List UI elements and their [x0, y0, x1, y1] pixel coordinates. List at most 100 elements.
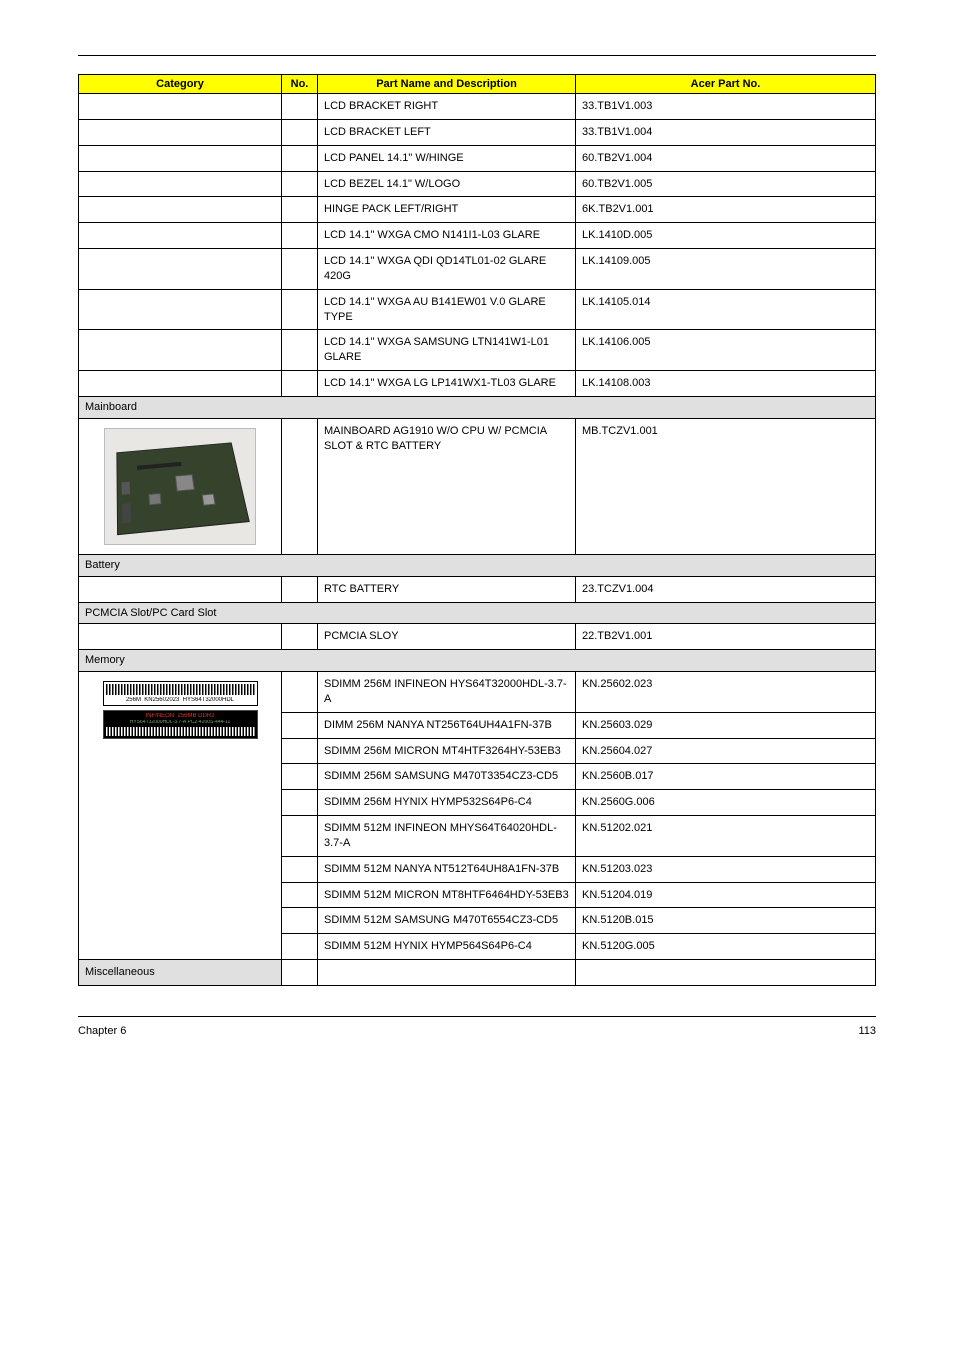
cell-no: [282, 576, 318, 602]
cell-category: [79, 624, 282, 650]
cell-desc: SDIMM 256M HYNIX HYMP532S64P6-C4: [318, 790, 576, 816]
footer-pagenum: 113: [858, 1025, 876, 1037]
cell-part: KN.51204.019: [576, 882, 876, 908]
cell-category: [79, 249, 282, 290]
cell-part: LK.14109.005: [576, 249, 876, 290]
cell-part: 60.TB2V1.005: [576, 171, 876, 197]
cell-category: [79, 197, 282, 223]
memory-image-cell: 256M KN25602023 HYS64T32000HDLINFINEON 2…: [79, 672, 282, 960]
cell-no: [282, 790, 318, 816]
cell-desc: RTC BATTERY: [318, 576, 576, 602]
cell-desc: SDIMM 256M INFINEON HYS64T32000HDL-3.7-A: [318, 672, 576, 713]
table-row: RTC BATTERY23.TCZV1.004: [79, 576, 876, 602]
table-row: MAINBOARD AG1910 W/O CPU W/ PCMCIA SLOT …: [79, 418, 876, 554]
cell-no: [282, 624, 318, 650]
cell-no: [282, 330, 318, 371]
cell-no: [282, 738, 318, 764]
cell-category: [79, 94, 282, 120]
cell-part: KN.51202.021: [576, 816, 876, 857]
mainboard-image-cell: [79, 418, 282, 554]
cell-desc: SDIMM 256M MICRON MT4HTF3264HY-53EB3: [318, 738, 576, 764]
cell-no: [282, 934, 318, 960]
cell-desc: LCD 14.1" WXGA QDI QD14TL01-02 GLARE 420…: [318, 249, 576, 290]
cell-category: [79, 330, 282, 371]
table-row: LCD 14.1" WXGA QDI QD14TL01-02 GLARE 420…: [79, 249, 876, 290]
cell-category: [79, 371, 282, 397]
cell-no: [282, 712, 318, 738]
cell-no: [282, 816, 318, 857]
cell-part: LK.14108.003: [576, 371, 876, 397]
cell-part: 22.TB2V1.001: [576, 624, 876, 650]
cell-no: [282, 94, 318, 120]
header-row: Category No. Part Name and Description A…: [79, 75, 876, 94]
cell-part: KN.51203.023: [576, 856, 876, 882]
cell-desc: SDIMM 512M HYNIX HYMP564S64P6-C4: [318, 934, 576, 960]
cell-part: KN.2560B.017: [576, 764, 876, 790]
memory-label-image: 256M KN25602023 HYS64T32000HDLINFINEON 2…: [103, 681, 258, 739]
section-label: Memory: [79, 650, 876, 672]
cell-part: [576, 960, 876, 986]
section-label: Mainboard: [79, 396, 876, 418]
cell-no: [282, 145, 318, 171]
col-header-no: No.: [282, 75, 318, 94]
section-label: Battery: [79, 554, 876, 576]
table-row: 256M KN25602023 HYS64T32000HDLINFINEON 2…: [79, 672, 876, 713]
cell-desc: LCD 14.1" WXGA CMO N141I1-L03 GLARE: [318, 223, 576, 249]
cell-no: [282, 764, 318, 790]
cell-part: KN.2560G.006: [576, 790, 876, 816]
table-row: LCD 14.1" WXGA CMO N141I1-L03 GLARELK.14…: [79, 223, 876, 249]
cell-desc: LCD BEZEL 14.1" W/LOGO: [318, 171, 576, 197]
section-row-memory: Memory: [79, 650, 876, 672]
cell-desc: LCD BRACKET LEFT: [318, 119, 576, 145]
cell-desc: SDIMM 512M SAMSUNG M470T6554CZ3-CD5: [318, 908, 576, 934]
cell-category: [79, 223, 282, 249]
table-row: HINGE PACK LEFT/RIGHT6K.TB2V1.001: [79, 197, 876, 223]
cell-no: [282, 223, 318, 249]
col-header-part: Acer Part No.: [576, 75, 876, 94]
cell-desc: SDIMM 512M NANYA NT512T64UH8A1FN-37B: [318, 856, 576, 882]
cell-desc: SDIMM 256M SAMSUNG M470T3354CZ3-CD5: [318, 764, 576, 790]
section-row-misc: Miscellaneous: [79, 960, 876, 986]
table-row: PCMCIA SLOY22.TB2V1.001: [79, 624, 876, 650]
cell-part: 33.TB1V1.004: [576, 119, 876, 145]
cell-no: [282, 672, 318, 713]
cell-desc: HINGE PACK LEFT/RIGHT: [318, 197, 576, 223]
table-row: LCD BEZEL 14.1" W/LOGO60.TB2V1.005: [79, 171, 876, 197]
cell-part: LK.1410D.005: [576, 223, 876, 249]
cell-part: KN.25603.029: [576, 712, 876, 738]
cell-desc: DIMM 256M NANYA NT256T64UH4A1FN-37B: [318, 712, 576, 738]
cell-part: KN.25602.023: [576, 672, 876, 713]
section-row-pcmcia: PCMCIA Slot/PC Card Slot: [79, 602, 876, 624]
cell-part: 6K.TB2V1.001: [576, 197, 876, 223]
cell-desc: LCD PANEL 14.1" W/HINGE: [318, 145, 576, 171]
cell-desc: LCD 14.1" WXGA AU B141EW01 V.0 GLARE TYP…: [318, 289, 576, 330]
cell-part: KN.5120G.005: [576, 934, 876, 960]
cell-part: 60.TB2V1.004: [576, 145, 876, 171]
parts-table: Category No. Part Name and Description A…: [78, 74, 876, 986]
cell-part: LK.14106.005: [576, 330, 876, 371]
bottom-rule: [78, 1016, 876, 1017]
top-rule: [78, 55, 876, 56]
cell-desc: SDIMM 512M INFINEON MHYS64T64020HDL-3.7-…: [318, 816, 576, 857]
cell-no: [282, 289, 318, 330]
table-row: LCD PANEL 14.1" W/HINGE60.TB2V1.004: [79, 145, 876, 171]
cell-part: MB.TCZV1.001: [576, 418, 876, 554]
cell-category: [79, 576, 282, 602]
section-row-battery: Battery: [79, 554, 876, 576]
cell-category: [79, 119, 282, 145]
cell-no: [282, 856, 318, 882]
cell-category: [79, 171, 282, 197]
cell-no: [282, 249, 318, 290]
cell-desc: MAINBOARD AG1910 W/O CPU W/ PCMCIA SLOT …: [318, 418, 576, 554]
cell-part: LK.14105.014: [576, 289, 876, 330]
section-label: PCMCIA Slot/PC Card Slot: [79, 602, 876, 624]
cell-category: [79, 289, 282, 330]
cell-part: KN.25604.027: [576, 738, 876, 764]
cell-desc: LCD 14.1" WXGA LG LP141WX1-TL03 GLARE: [318, 371, 576, 397]
section-row-mainboard: Mainboard: [79, 396, 876, 418]
table-row: LCD 14.1" WXGA LG LP141WX1-TL03 GLARELK.…: [79, 371, 876, 397]
page: Category No. Part Name and Description A…: [0, 0, 954, 1067]
table-row: LCD 14.1" WXGA AU B141EW01 V.0 GLARE TYP…: [79, 289, 876, 330]
cell-desc: LCD BRACKET RIGHT: [318, 94, 576, 120]
table-row: LCD BRACKET LEFT33.TB1V1.004: [79, 119, 876, 145]
